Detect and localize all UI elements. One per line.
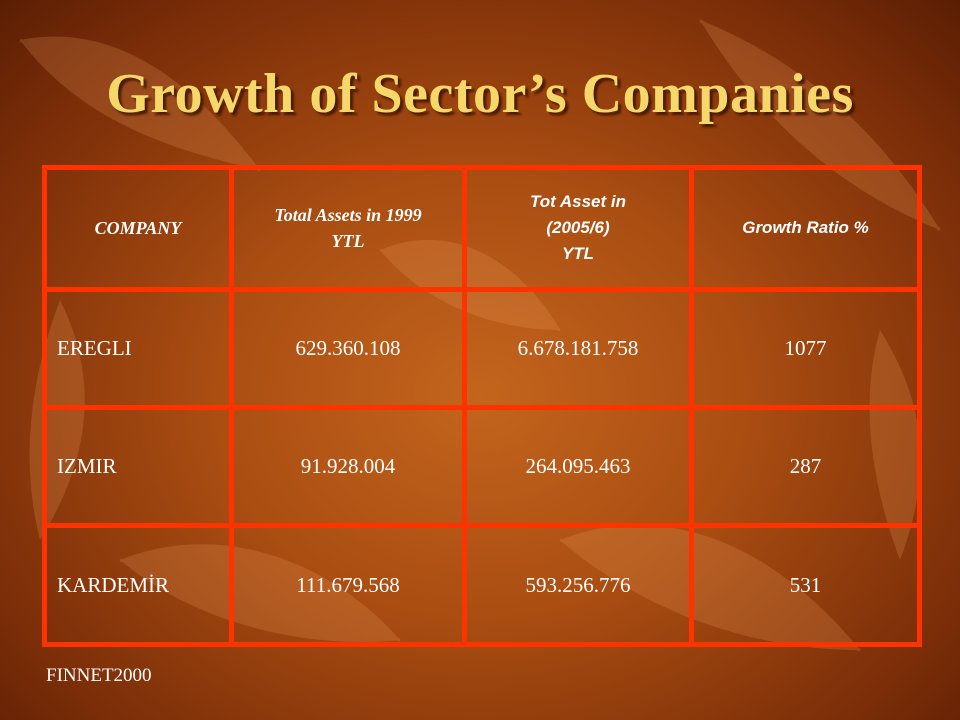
- table-row: EREGLI 629.360.108 6.678.181.758 1077: [42, 286, 922, 411]
- cell-total-assets-1999: 111.679.568: [229, 523, 467, 647]
- header-line: Tot Asset in: [529, 192, 627, 212]
- slide-title: Growth of Sector’s Companies: [106, 63, 854, 125]
- cell-tot-asset-2005: 264.095.463: [462, 404, 694, 529]
- cell-growth-ratio: 531: [689, 523, 922, 647]
- header-line: YTL: [561, 244, 595, 264]
- table-row: KARDEMİR 111.679.568 593.256.776 531: [42, 523, 922, 647]
- header-total-assets-1999: Total Assets in 1999 YTL: [229, 165, 467, 292]
- table-row: IZMIR 91.928.004 264.095.463 287: [42, 404, 922, 529]
- header-tot-asset-2005: Tot Asset in (2005/6) YTL: [462, 165, 694, 292]
- growth-table: COMPANY Total Assets in 1999 YTL Tot Ass…: [42, 165, 922, 647]
- cell-growth-ratio: 1077: [689, 286, 922, 411]
- header-line: Total Assets in 1999: [274, 205, 422, 226]
- header-line: YTL: [331, 231, 365, 252]
- cell-growth-ratio: 287: [689, 404, 922, 529]
- header-line: Growth Ratio %: [742, 218, 869, 238]
- cell-tot-asset-2005: 593.256.776: [462, 523, 694, 647]
- header-line: COMPANY: [94, 218, 182, 239]
- source-label: FINNET2000: [46, 665, 152, 686]
- cell-total-assets-1999: 629.360.108: [229, 286, 467, 411]
- table-header-row: COMPANY Total Assets in 1999 YTL Tot Ass…: [42, 165, 922, 292]
- header-growth-ratio: Growth Ratio %: [689, 165, 922, 292]
- header-line: (2005/6): [546, 218, 610, 238]
- header-company: COMPANY: [42, 165, 234, 292]
- cell-company: EREGLI: [42, 286, 234, 411]
- cell-company: IZMIR: [42, 404, 234, 529]
- cell-company: KARDEMİR: [42, 523, 234, 647]
- cell-total-assets-1999: 91.928.004: [229, 404, 467, 529]
- cell-tot-asset-2005: 6.678.181.758: [462, 286, 694, 411]
